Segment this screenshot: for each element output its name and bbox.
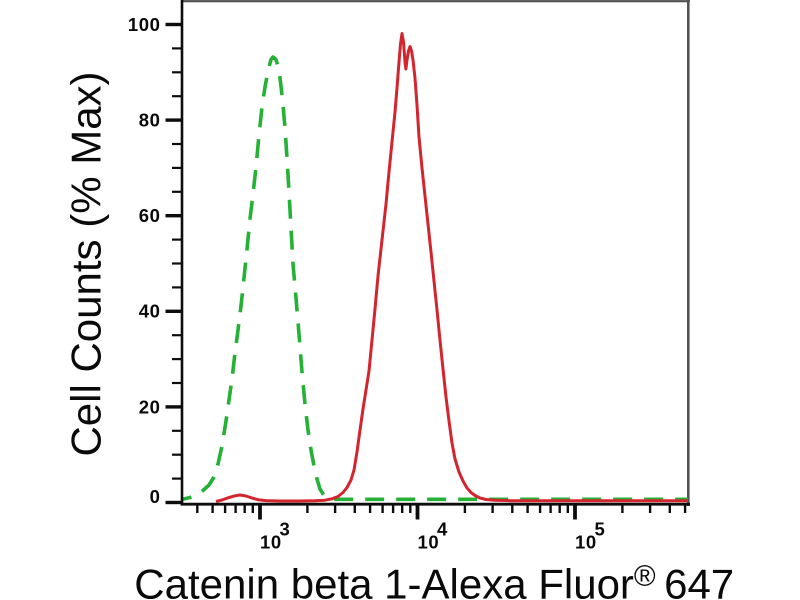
svg-text:0: 0	[150, 486, 161, 507]
svg-text:5: 5	[595, 519, 606, 540]
svg-text:60: 60	[139, 205, 161, 226]
svg-text:4: 4	[437, 519, 448, 540]
svg-text:20: 20	[139, 396, 161, 417]
svg-text:Cell Counts (% Max): Cell Counts (% Max)	[63, 71, 110, 456]
svg-text:80: 80	[139, 110, 161, 131]
svg-text:100: 100	[128, 14, 161, 35]
svg-text:10: 10	[260, 532, 282, 553]
svg-text:3: 3	[280, 519, 291, 540]
svg-text:10: 10	[418, 532, 440, 553]
svg-text:10: 10	[575, 532, 597, 553]
svg-text:40: 40	[139, 301, 161, 322]
